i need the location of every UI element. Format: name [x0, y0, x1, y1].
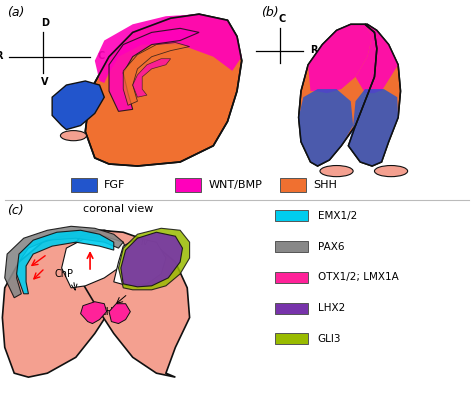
Bar: [175, 178, 201, 193]
Text: CH: CH: [100, 306, 114, 317]
Text: C: C: [278, 14, 286, 24]
Text: LHX2: LHX2: [318, 303, 345, 313]
Text: coronal view: coronal view: [83, 204, 154, 214]
Polygon shape: [17, 230, 114, 294]
Polygon shape: [114, 238, 166, 286]
Ellipse shape: [320, 166, 353, 177]
Text: D: D: [41, 18, 49, 28]
Polygon shape: [71, 230, 190, 377]
Text: (a): (a): [7, 6, 25, 19]
Polygon shape: [109, 28, 199, 111]
Text: V: V: [41, 77, 49, 87]
Bar: [275, 272, 308, 283]
Bar: [280, 178, 306, 193]
Polygon shape: [5, 226, 123, 298]
Polygon shape: [85, 14, 242, 166]
Bar: [275, 303, 308, 314]
Polygon shape: [299, 24, 377, 166]
Polygon shape: [2, 230, 137, 377]
Polygon shape: [52, 81, 104, 129]
Text: GLI3: GLI3: [318, 334, 341, 344]
Polygon shape: [308, 24, 372, 93]
Text: FGF: FGF: [104, 180, 126, 190]
Bar: [275, 333, 308, 344]
Text: EMX1/2: EMX1/2: [318, 211, 357, 221]
Text: (c): (c): [7, 204, 24, 218]
Bar: [275, 210, 308, 222]
Text: OTX1/2; LMX1A: OTX1/2; LMX1A: [318, 272, 398, 282]
Text: lv: lv: [140, 237, 149, 247]
Polygon shape: [299, 89, 353, 166]
Polygon shape: [95, 14, 242, 83]
Text: R: R: [0, 51, 2, 61]
Polygon shape: [109, 304, 130, 324]
Polygon shape: [81, 302, 107, 324]
Polygon shape: [123, 42, 190, 105]
Text: WNT/BMP: WNT/BMP: [209, 180, 263, 190]
Ellipse shape: [61, 131, 86, 141]
Bar: [275, 241, 308, 252]
Ellipse shape: [374, 166, 408, 177]
Polygon shape: [348, 89, 398, 166]
Text: (b): (b): [261, 6, 278, 19]
Polygon shape: [133, 59, 171, 97]
Polygon shape: [348, 24, 401, 166]
Text: C: C: [97, 51, 104, 61]
Bar: [71, 178, 97, 193]
Polygon shape: [118, 228, 190, 290]
Text: R: R: [310, 44, 318, 55]
Polygon shape: [356, 24, 398, 93]
Text: ChP: ChP: [55, 269, 73, 279]
Text: PAX6: PAX6: [318, 242, 344, 252]
Polygon shape: [62, 236, 128, 288]
Polygon shape: [121, 232, 182, 287]
Text: SHH: SHH: [313, 180, 337, 190]
